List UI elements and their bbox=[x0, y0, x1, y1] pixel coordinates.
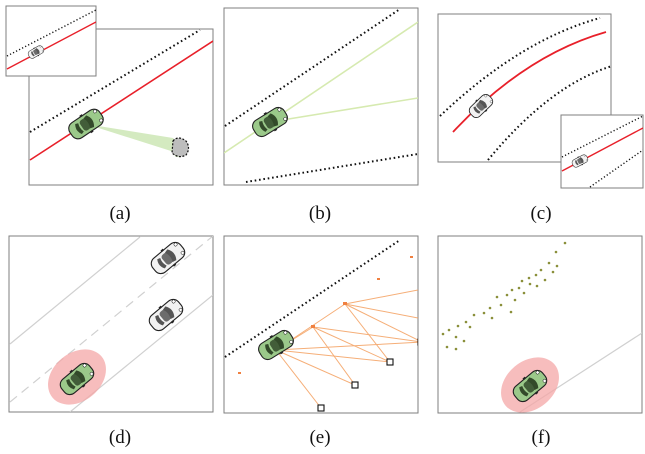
road-boundary bbox=[439, 17, 601, 117]
lane-line-dashed bbox=[9, 236, 213, 403]
caption-b: (b) bbox=[308, 203, 332, 224]
panel-d-frame bbox=[8, 235, 214, 413]
panel-e bbox=[223, 235, 419, 414]
panel-b-frame bbox=[223, 7, 419, 186]
caption-f: (f) bbox=[531, 427, 551, 448]
reference-path bbox=[29, 40, 213, 161]
panel-d bbox=[8, 235, 214, 413]
reference-path bbox=[452, 31, 607, 133]
panel-c bbox=[437, 13, 644, 189]
caption-c: (c) bbox=[530, 203, 552, 224]
point-cloud bbox=[441, 241, 567, 351]
panel-a bbox=[5, 5, 214, 186]
occluded-object bbox=[171, 137, 190, 158]
caption-a: (a) bbox=[109, 203, 131, 224]
caption-e: (e) bbox=[309, 427, 331, 448]
panel-e-frame bbox=[223, 235, 419, 414]
goal-nodes bbox=[317, 338, 418, 412]
road-boundary bbox=[561, 115, 643, 158]
road-boundary bbox=[245, 153, 418, 183]
ray-right bbox=[269, 97, 418, 123]
agent-markers bbox=[238, 256, 413, 374]
caption-d: (d) bbox=[108, 427, 132, 448]
panel-c-inset bbox=[560, 114, 644, 189]
panel-f bbox=[437, 235, 643, 414]
panel-b bbox=[223, 7, 419, 186]
lane-line bbox=[9, 236, 141, 345]
reference-path bbox=[6, 21, 96, 70]
road-boundary bbox=[589, 149, 643, 188]
panel-a-inset bbox=[5, 5, 97, 77]
